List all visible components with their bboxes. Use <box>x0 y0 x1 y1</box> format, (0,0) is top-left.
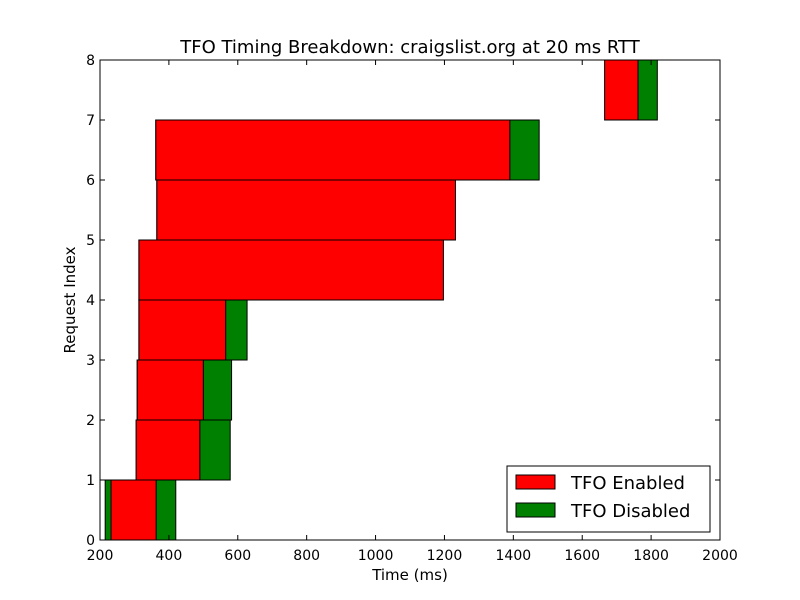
y-tick-label: 7 <box>86 113 95 129</box>
y-tick-label: 8 <box>86 53 95 69</box>
bar-tfo-enabled-1 <box>135 419 201 481</box>
chart-title: TFO Timing Breakdown: craigslist.org at … <box>179 37 640 58</box>
bar-tfo-enabled-3 <box>138 299 227 361</box>
x-axis-ticks: 200 400 600 800 1000 1200 1400 1600 1800 2000 <box>87 60 738 564</box>
y-tick-label: 3 <box>86 353 95 369</box>
y-axis-ticks: 0 1 2 3 4 5 6 7 8 <box>86 53 720 549</box>
x-tick-label: 600 <box>224 548 251 564</box>
legend: TFO Enabled TFO Disabled <box>506 465 711 533</box>
x-tick-label: 1600 <box>564 548 600 564</box>
y-tick-label: 5 <box>86 233 95 249</box>
x-tick-label: 1000 <box>358 548 394 564</box>
bar-tfo-enabled-5 <box>156 179 456 241</box>
bar-tfo-enabled-2 <box>136 359 204 421</box>
legend-label: TFO Enabled <box>570 473 685 494</box>
y-tick-label: 0 <box>86 533 95 549</box>
x-axis-label: Time (ms) <box>371 566 448 584</box>
x-tick-label: 2000 <box>702 548 738 564</box>
x-tick-label: 200 <box>87 548 114 564</box>
legend-swatch <box>515 502 556 518</box>
bar-tfo-enabled-4 <box>138 239 444 301</box>
series-tfo-enabled <box>110 59 639 541</box>
y-axis-label: Request Index <box>61 246 79 353</box>
bar-tfo-enabled-6 <box>155 119 511 181</box>
legend-swatch <box>515 474 556 490</box>
y-tick-label: 1 <box>86 473 95 489</box>
x-tick-label: 1800 <box>633 548 669 564</box>
y-tick-label: 4 <box>86 293 95 309</box>
x-tick-label: 800 <box>293 548 320 564</box>
y-tick-label: 2 <box>86 413 95 429</box>
x-tick-label: 400 <box>156 548 183 564</box>
bar-tfo-enabled-7 <box>604 59 639 121</box>
x-tick-label: 1400 <box>496 548 532 564</box>
bar-tfo-enabled-0 <box>110 479 157 541</box>
legend-label: TFO Disabled <box>570 501 690 522</box>
y-tick-label: 6 <box>86 173 95 189</box>
x-tick-label: 1200 <box>427 548 463 564</box>
